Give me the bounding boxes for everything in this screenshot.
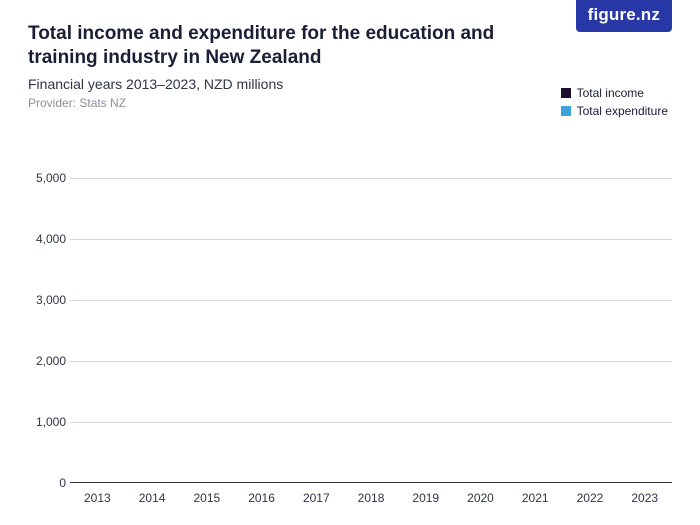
legend-label: Total income [577,86,644,100]
y-axis-label: 2,000 [26,354,66,368]
grid-line [70,300,672,301]
plot-area: 2013201420152016201720182019202020212022… [70,148,672,483]
x-axis-label: 2020 [467,491,494,505]
legend-item: Total income [561,86,668,100]
chart-provider: Provider: Stats NZ [28,96,548,110]
chart-subtitle: Financial years 2013–2023, NZD millions [28,76,548,92]
y-axis-label: 4,000 [26,232,66,246]
x-axis-label: 2021 [522,491,549,505]
x-axis-label: 2017 [303,491,330,505]
y-axis-label: 5,000 [26,171,66,185]
x-axis [70,482,672,483]
legend: Total income Total expenditure [561,86,668,122]
y-axis-label: 3,000 [26,293,66,307]
chart-container: figure.nz Total income and expenditure f… [0,0,700,525]
x-axis-label: 2019 [412,491,439,505]
x-axis-label: 2023 [631,491,658,505]
grid-line [70,239,672,240]
x-axis-label: 2015 [193,491,220,505]
chart-header: Total income and expenditure for the edu… [28,22,548,110]
y-axis-label: 1,000 [26,415,66,429]
x-axis-label: 2016 [248,491,275,505]
bars-area: 2013201420152016201720182019202020212022… [70,148,672,483]
chart-title: Total income and expenditure for the edu… [28,22,548,70]
legend-label: Total expenditure [577,104,668,118]
grid-line [70,361,672,362]
x-axis-label: 2014 [139,491,166,505]
x-axis-label: 2018 [358,491,385,505]
figure-nz-logo: figure.nz [576,0,672,32]
grid-line [70,178,672,179]
x-axis-label: 2013 [84,491,111,505]
legend-swatch [561,106,571,116]
y-axis-label: 0 [26,476,66,490]
legend-item: Total expenditure [561,104,668,118]
legend-swatch [561,88,571,98]
x-axis-label: 2022 [577,491,604,505]
grid-line [70,422,672,423]
